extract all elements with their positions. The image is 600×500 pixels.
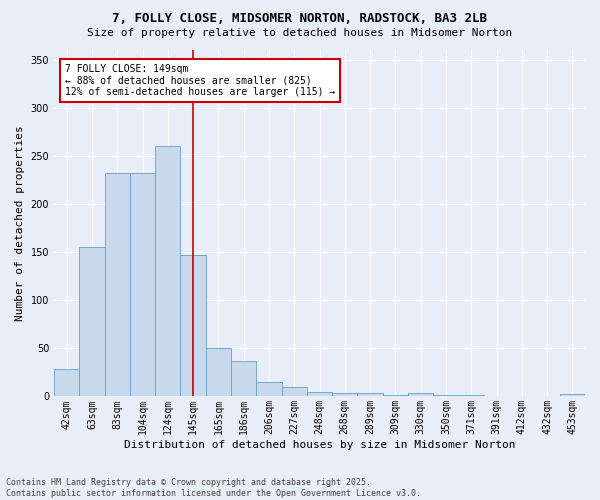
Bar (256, 382, 281, 396)
Bar (130, 173, 155, 396)
Y-axis label: Number of detached properties: Number of detached properties (15, 126, 25, 321)
Bar (358, 392, 383, 396)
Text: 7, FOLLY CLOSE, MIDSOMER NORTON, RADSTOCK, BA3 2LB: 7, FOLLY CLOSE, MIDSOMER NORTON, RADSTOC… (113, 12, 487, 26)
Text: 7 FOLLY CLOSE: 149sqm
← 88% of detached houses are smaller (825)
12% of semi-det: 7 FOLLY CLOSE: 149sqm ← 88% of detached … (65, 64, 335, 97)
Bar (332, 392, 358, 396)
Bar (181, 255, 206, 396)
Text: Size of property relative to detached houses in Midsomer Norton: Size of property relative to detached ho… (88, 28, 512, 38)
Bar (408, 392, 433, 396)
Bar (281, 387, 307, 396)
Bar (104, 173, 130, 396)
Bar (155, 146, 181, 397)
Text: Contains HM Land Registry data © Crown copyright and database right 2025.
Contai: Contains HM Land Registry data © Crown c… (6, 478, 421, 498)
Bar (54, 370, 79, 396)
X-axis label: Distribution of detached houses by size in Midsomer Norton: Distribution of detached houses by size … (124, 440, 515, 450)
Bar (79, 248, 104, 396)
Bar (231, 361, 256, 396)
Bar (560, 394, 585, 396)
Bar (206, 348, 231, 397)
Bar (307, 392, 332, 396)
